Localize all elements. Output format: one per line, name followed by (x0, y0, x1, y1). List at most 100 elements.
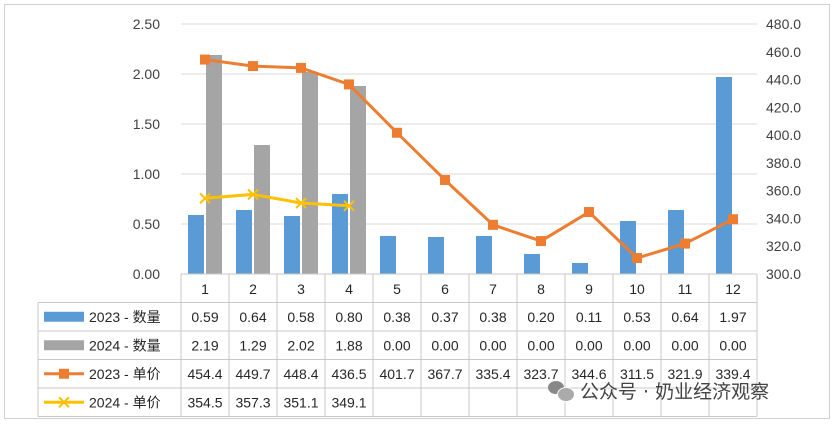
marker-square (728, 214, 738, 225)
data-cell: 0.53 (623, 309, 650, 325)
right-tick-label: 300.0 (766, 266, 801, 282)
data-cell: 0.00 (671, 337, 698, 353)
legend-key-bar (44, 340, 84, 351)
data-cell: 2.02 (287, 337, 314, 353)
right-tick-label: 460.0 (766, 44, 801, 60)
right-tick-label: 420.0 (766, 99, 801, 115)
marker-x (343, 200, 355, 212)
data-cell: 0.00 (383, 337, 410, 353)
right-tick-label: 340.0 (766, 210, 801, 226)
bar-2023-qty (428, 237, 444, 274)
marker-square (344, 79, 354, 90)
data-cell: 2.19 (191, 337, 218, 353)
category-label: 7 (489, 281, 497, 297)
category-label: 3 (297, 281, 305, 297)
marker-square (488, 219, 498, 230)
legend-label: 2024 - 单价 (89, 394, 161, 410)
legend-key-bar (44, 311, 84, 322)
data-cell: 1.97 (719, 309, 746, 325)
data-cell: 0.00 (479, 337, 506, 353)
right-tick-label: 400.0 (766, 127, 801, 143)
watermark: 公众号 · 奶业经济观察 (548, 376, 769, 404)
legend-key-marker (58, 396, 70, 408)
bar-2023-qty (188, 215, 204, 274)
marker-square (392, 127, 402, 138)
marker-square (680, 238, 690, 249)
wechat-icon (548, 379, 575, 402)
right-tick-label: 440.0 (766, 72, 801, 88)
category-label: 2 (249, 281, 257, 297)
bar-2023-qty (476, 236, 492, 274)
left-tick-label: 2.50 (133, 16, 160, 32)
data-cell: 401.7 (379, 366, 414, 382)
data-cell: 1.29 (239, 337, 266, 353)
category-label: 5 (393, 281, 401, 297)
marker-square (584, 207, 594, 218)
data-cell: 321.9 (667, 366, 702, 382)
data-cell: 311.5 (620, 366, 654, 382)
left-tick-label: 1.00 (133, 166, 160, 182)
left-tick-label: 0.00 (133, 266, 160, 282)
data-cell: 454.4 (187, 366, 222, 382)
category-label: 4 (345, 281, 353, 297)
category-label: 10 (629, 281, 645, 297)
left-tick-label: 0.50 (133, 216, 160, 232)
data-cell: 0.20 (527, 309, 554, 325)
right-tick-label: 480.0 (766, 16, 801, 32)
data-cell: 0.38 (383, 309, 410, 325)
bar-2023-qty (332, 194, 348, 274)
bar-2024-qty (302, 72, 318, 274)
category-label: 8 (537, 281, 545, 297)
data-cell: 0.00 (575, 337, 602, 353)
line-2024-price (204, 192, 350, 208)
category-label: 12 (725, 281, 741, 297)
bar-2023-qty (524, 254, 540, 274)
data-cell: 449.7 (235, 366, 270, 382)
data-cell: 0.11 (576, 309, 602, 325)
right-tick-label: 380.0 (766, 155, 801, 171)
bar-2024-qty (350, 86, 366, 274)
data-cell: 0.00 (431, 337, 458, 353)
marker-square (200, 54, 210, 65)
category-label: 1 (201, 281, 209, 297)
data-cell: 0.59 (191, 309, 218, 325)
data-cell: 0.00 (623, 337, 650, 353)
data-cell: 0.00 (719, 337, 746, 353)
data-cell: 0.80 (335, 309, 362, 325)
data-cell: 357.3 (235, 394, 270, 410)
marker-square (440, 174, 450, 185)
data-cell: 0.64 (239, 309, 266, 325)
data-cell: 0.58 (287, 309, 314, 325)
data-cell: 335.4 (475, 366, 510, 382)
data-cell: 339.4 (715, 366, 750, 382)
data-cell: 351.1 (283, 394, 318, 410)
bar-2024-qty (254, 145, 270, 274)
data-cell: 448.4 (283, 366, 318, 382)
data-cell: 0.38 (479, 309, 506, 325)
left-tick-label: 2.00 (133, 66, 160, 82)
category-label: 6 (441, 281, 449, 297)
data-cell: 0.37 (431, 309, 458, 325)
data-cell: 1.88 (335, 337, 362, 353)
left-tick-label: 1.50 (133, 116, 160, 132)
bar-2023-qty (380, 236, 396, 274)
marker-x (247, 188, 259, 201)
marker-square (296, 62, 306, 73)
marker-x (295, 197, 307, 209)
marker-x (199, 192, 211, 205)
data-cell: 349.1 (331, 394, 366, 410)
legend-label: 2023 - 单价 (89, 366, 161, 382)
bar-2023-qty (284, 216, 300, 274)
marker-square (632, 253, 642, 264)
legend-label: 2023 - 数量 (89, 309, 161, 325)
category-label: 11 (678, 281, 693, 297)
right-tick-label: 360.0 (766, 183, 801, 199)
bar-2023-qty (716, 77, 732, 274)
category-label: 9 (585, 281, 593, 297)
bar-2024-qty (206, 55, 222, 274)
data-cell: 354.5 (187, 394, 222, 410)
legend-label: 2024 - 数量 (89, 337, 161, 353)
legend-key-marker (59, 368, 69, 379)
data-cell: 436.5 (331, 366, 366, 382)
